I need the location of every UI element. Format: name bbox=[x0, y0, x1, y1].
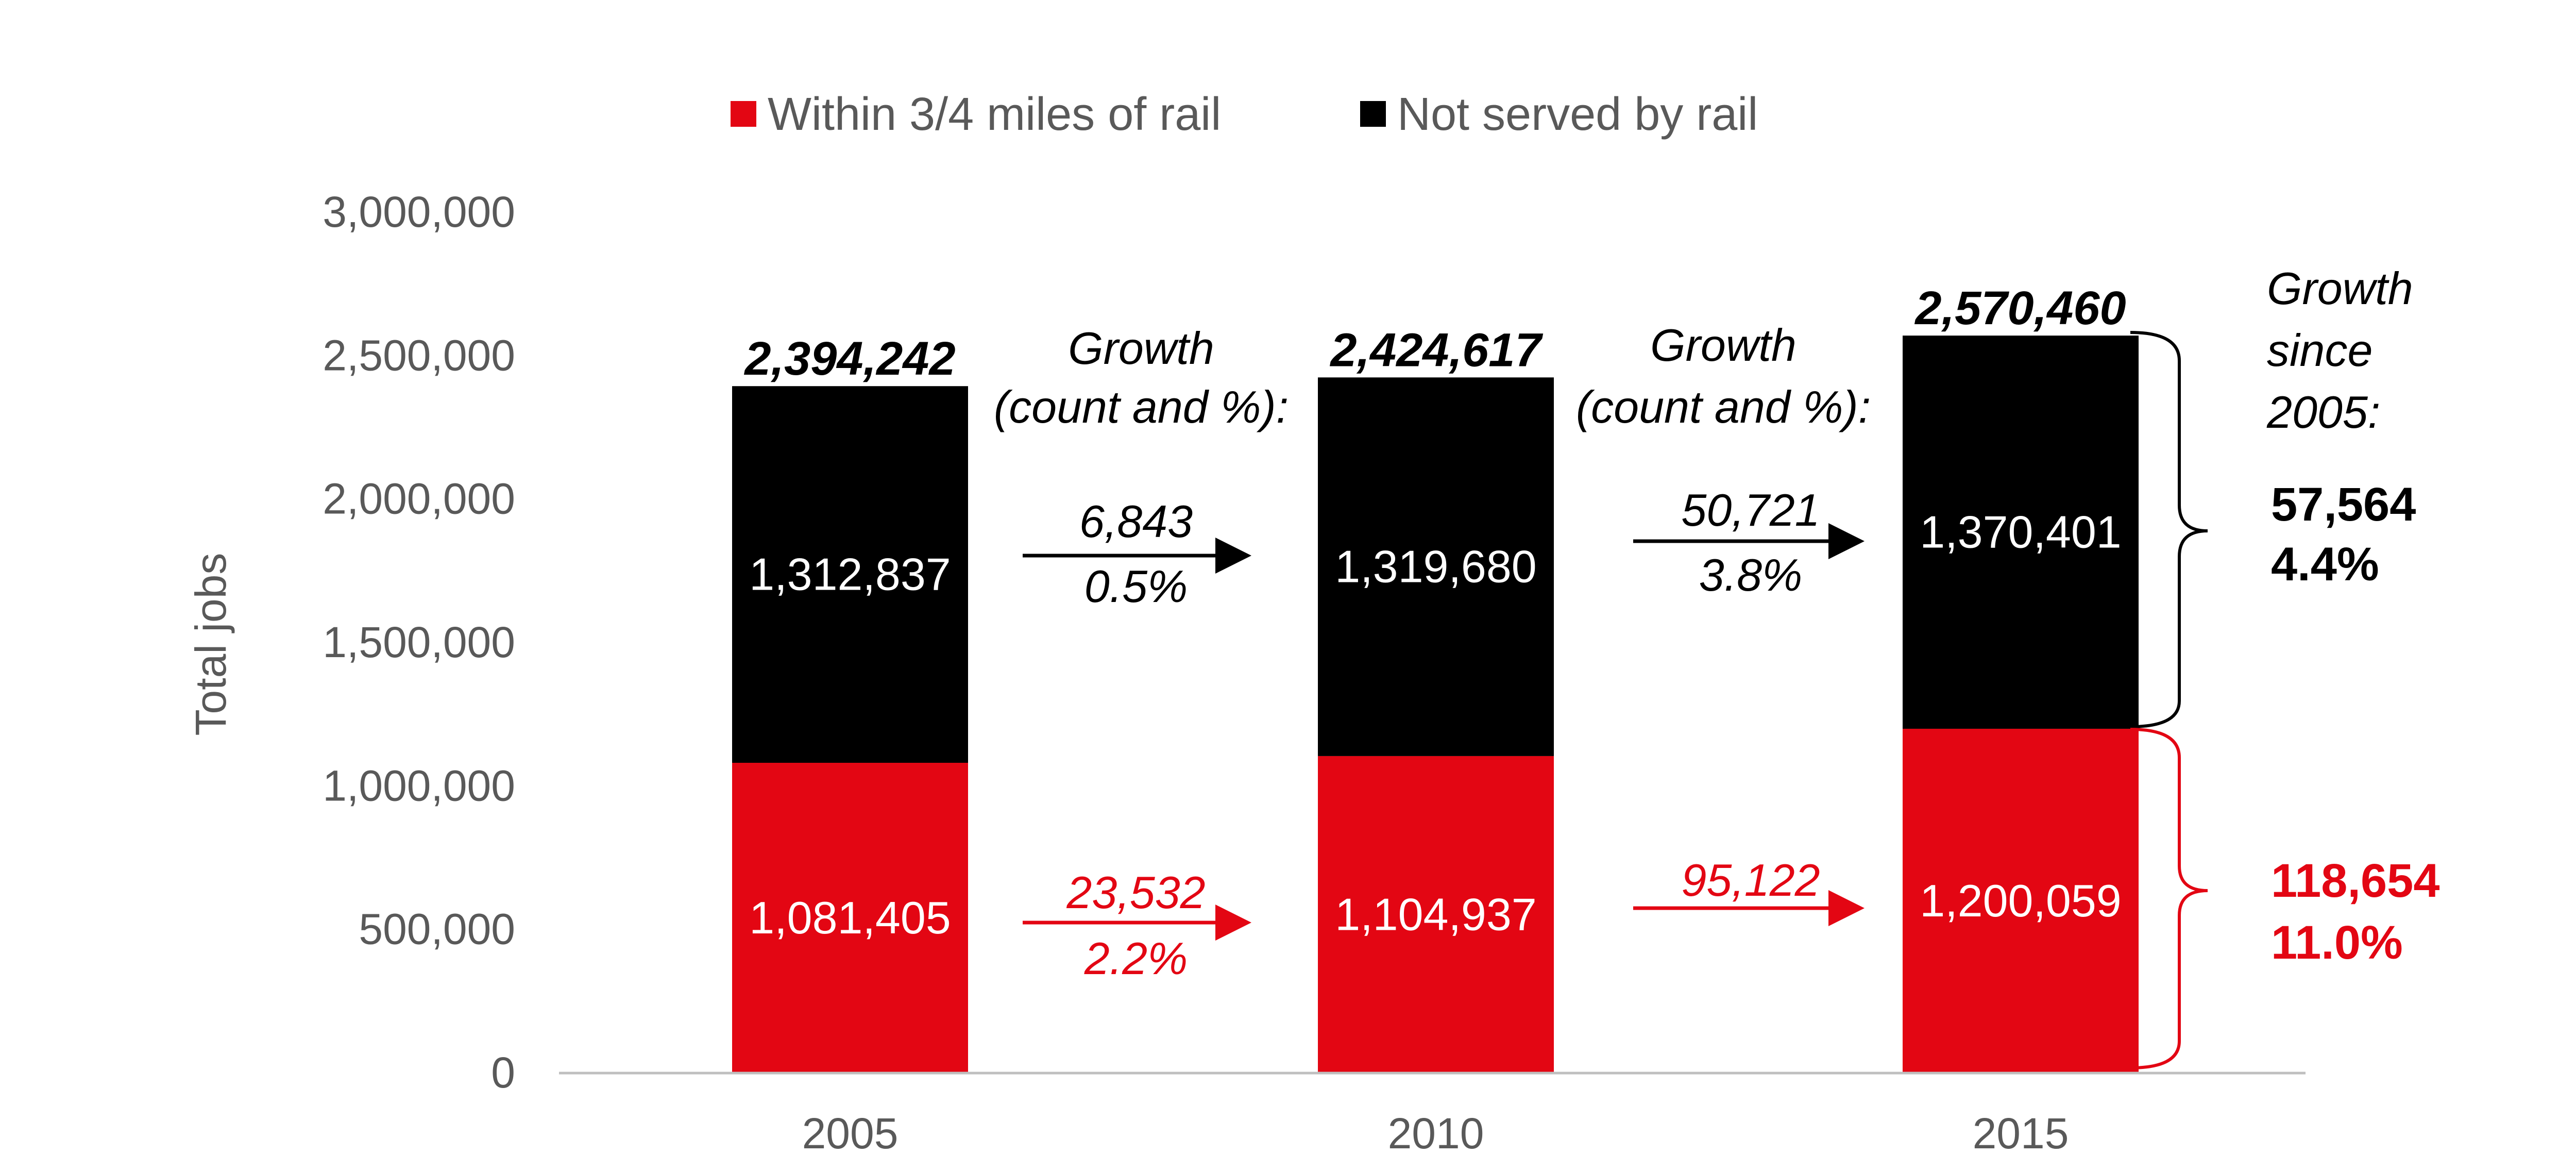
bar-segment-label: 1,312,837 bbox=[749, 549, 951, 600]
growth-arrow-2005-2010-not-served: 6,843 0.5% bbox=[1023, 496, 1251, 612]
y-tick-label: 0 bbox=[491, 1048, 515, 1097]
growth-header-2-line-2: (count and %): bbox=[1576, 381, 1871, 432]
growth-count: 6,843 bbox=[1079, 496, 1193, 547]
brace-within bbox=[2130, 728, 2208, 1069]
legend-label-within-rail: Within 3/4 miles of rail bbox=[768, 89, 1221, 140]
growth-header-1-line-2: (count and %): bbox=[994, 381, 1289, 432]
growth-since-line-3: 2005: bbox=[2266, 387, 2380, 438]
bar-total-label: 2,394,242 bbox=[743, 332, 955, 385]
growth-arrow-2005-2010-within: 23,532 2.2% bbox=[1023, 867, 1251, 984]
bars: 1,081,405 1,312,837 2,394,242 1,104,937 1,31… bbox=[732, 282, 2139, 1073]
legend-swatch-within-rail bbox=[731, 101, 756, 127]
growth-pct: 2.2% bbox=[1084, 933, 1188, 984]
growth-header-2-line-1: Growth bbox=[1650, 320, 1797, 371]
bar-segment-within-rail-2005 bbox=[732, 763, 968, 1073]
growth-since-header: Growth since 2005: bbox=[2266, 263, 2413, 438]
growth-header-1: Growth (count and %): bbox=[994, 323, 1289, 432]
y-tick-label: 500,000 bbox=[359, 905, 515, 953]
legend-label-not-served: Not served by rail bbox=[1397, 89, 1758, 140]
bar-total-label: 2,570,460 bbox=[1914, 282, 2126, 334]
growth-since-pct: 4.4% bbox=[2271, 538, 2379, 591]
growth-header-2: Growth (count and %): bbox=[1576, 320, 1871, 432]
legend: Within 3/4 miles of rail Not served by r… bbox=[731, 89, 1758, 140]
growth-since-count: 57,564 bbox=[2271, 478, 2416, 531]
growth-since-within: 118,654 11.0% bbox=[2271, 855, 2439, 969]
brace-not-served bbox=[2130, 331, 2208, 728]
bar-segment-label: 1,200,059 bbox=[1920, 875, 2122, 926]
growth-since-not-served: 57,564 4.4% bbox=[2271, 478, 2416, 591]
growth-since-line-2: since bbox=[2267, 325, 2372, 376]
growth-count: 95,122 bbox=[1681, 855, 1820, 906]
growth-header-1-line-1: Growth bbox=[1068, 323, 1214, 374]
y-tick-label: 2,500,000 bbox=[323, 331, 515, 379]
y-tick-label: 1,500,000 bbox=[323, 618, 515, 666]
growth-pct: 0.5% bbox=[1084, 561, 1188, 612]
growth-since-line-1: Growth bbox=[2267, 263, 2413, 314]
growth-count: 50,721 bbox=[1681, 484, 1820, 536]
bar-segment-label: 1,081,405 bbox=[749, 892, 951, 943]
bar-total-label: 2,424,617 bbox=[1329, 324, 1543, 376]
x-tick-label: 2010 bbox=[1388, 1109, 1484, 1158]
growth-arrow-2010-2015-not-served: 50,721 3.8% bbox=[1633, 484, 1865, 600]
growth-since-count: 118,654 bbox=[2271, 855, 2439, 907]
y-axis-ticks: 0 500,000 1,000,000 1,500,000 2,000,000 2,500… bbox=[323, 188, 515, 1097]
growth-count: 23,532 bbox=[1066, 867, 1205, 918]
x-tick-label: 2015 bbox=[1973, 1109, 2069, 1158]
x-axis-ticks: 2005 2010 2015 bbox=[802, 1109, 2069, 1158]
bar-segment-label: 1,104,937 bbox=[1335, 889, 1537, 940]
growth-arrow-2010-2015-within: 95,122 bbox=[1633, 855, 1865, 926]
y-tick-label: 2,000,000 bbox=[323, 475, 515, 523]
bar-segment-within-rail-2010 bbox=[1318, 756, 1554, 1073]
bar-segment-within-rail-2015 bbox=[1903, 728, 2139, 1073]
bar-segment-label: 1,319,680 bbox=[1335, 541, 1537, 592]
growth-since-pct: 11.0% bbox=[2271, 916, 2403, 969]
bar-segment-not-served-2015 bbox=[1903, 336, 2139, 729]
legend-swatch-not-served bbox=[1360, 101, 1386, 127]
bar-segment-label: 1,370,401 bbox=[1920, 507, 2122, 558]
growth-pct: 3.8% bbox=[1699, 549, 1803, 600]
y-tick-label: 3,000,000 bbox=[323, 188, 515, 236]
x-tick-label: 2005 bbox=[802, 1109, 899, 1158]
y-axis-label: Total jobs bbox=[187, 553, 235, 736]
bar-segment-not-served-2010 bbox=[1318, 377, 1554, 756]
bar-segment-not-served-2005 bbox=[732, 386, 968, 763]
y-tick-label: 1,000,000 bbox=[323, 761, 515, 810]
